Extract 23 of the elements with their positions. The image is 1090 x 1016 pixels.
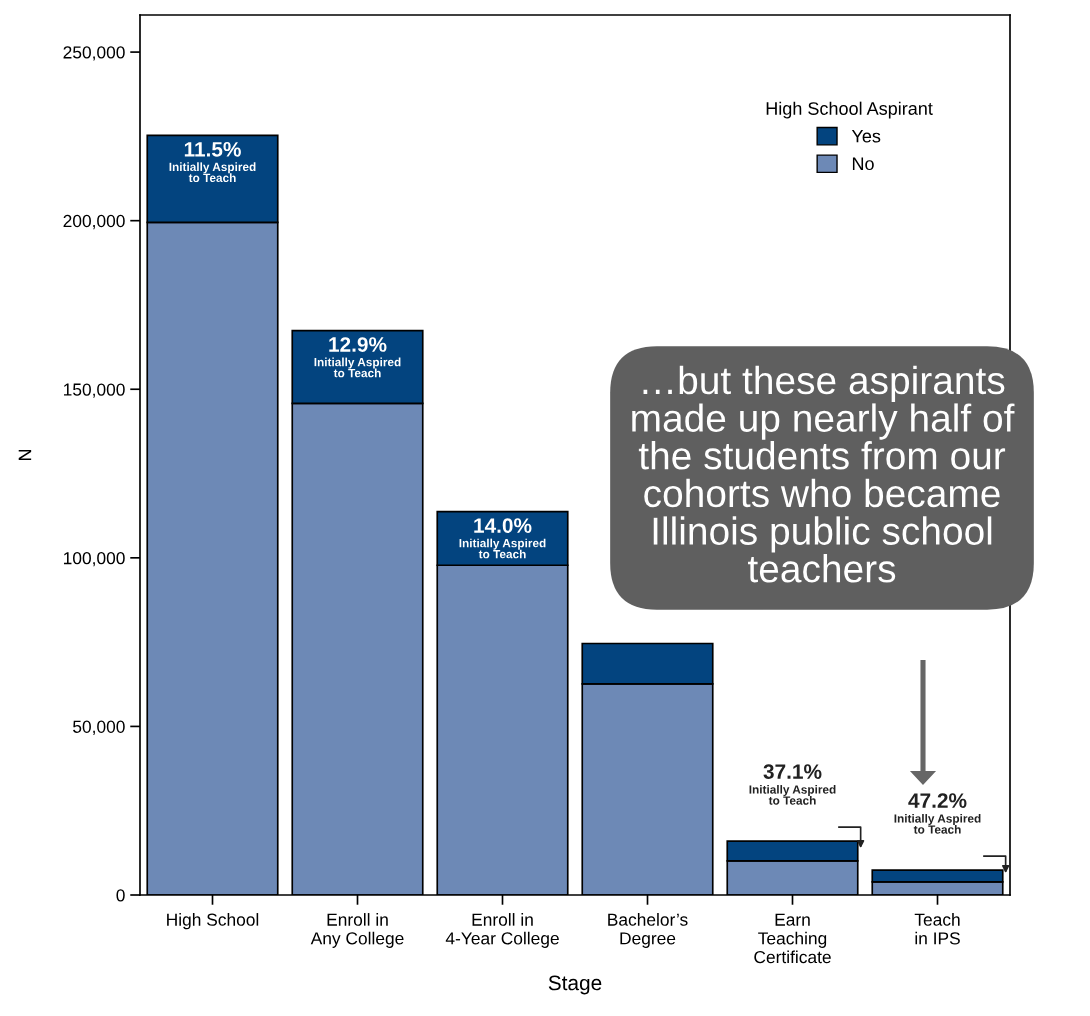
annotation: 14.0% Initially Aspired to Teach bbox=[459, 518, 546, 559]
annotation: 47.2% Initially Aspired to Teach bbox=[894, 793, 981, 834]
annotation: 37.1% Initially Aspired to Teach bbox=[749, 764, 836, 805]
y-tick-label: 200,000 bbox=[63, 214, 125, 230]
annotation: …but these aspirants made up nearly half of the students from our cohorts who became Illinois public school teachers bbox=[632, 365, 1015, 583]
y-tick-label: 0 bbox=[116, 889, 125, 902]
y-tick-label: 50,000 bbox=[73, 720, 125, 735]
legend-label: Yes bbox=[851, 129, 881, 143]
legend-label: No bbox=[852, 157, 874, 171]
x-tick-label: High School bbox=[167, 913, 259, 930]
y-tick-label: 100,000 bbox=[63, 552, 125, 567]
annotation: 12.9% Initially Aspired to Teach bbox=[314, 337, 401, 378]
x-tick-label: Bachelor’s Degree bbox=[608, 913, 688, 948]
legend-title: High School Aspirant bbox=[766, 101, 933, 119]
y-axis-title: N bbox=[18, 449, 32, 461]
annotation: 11.5% Initially Aspired to Teach bbox=[169, 141, 256, 183]
y-tick-label: 150,000 bbox=[63, 383, 125, 398]
x-axis-title: Stage bbox=[548, 975, 602, 995]
y-tick-label: 250,000 bbox=[63, 46, 125, 61]
x-tick-label: Enroll in Any College bbox=[310, 913, 404, 948]
x-tick-label: Teach in IPS bbox=[914, 913, 960, 945]
x-tick-label: Enroll in 4-Year College bbox=[445, 913, 559, 948]
x-tick-label: Earn Teaching Certificate bbox=[754, 913, 831, 964]
